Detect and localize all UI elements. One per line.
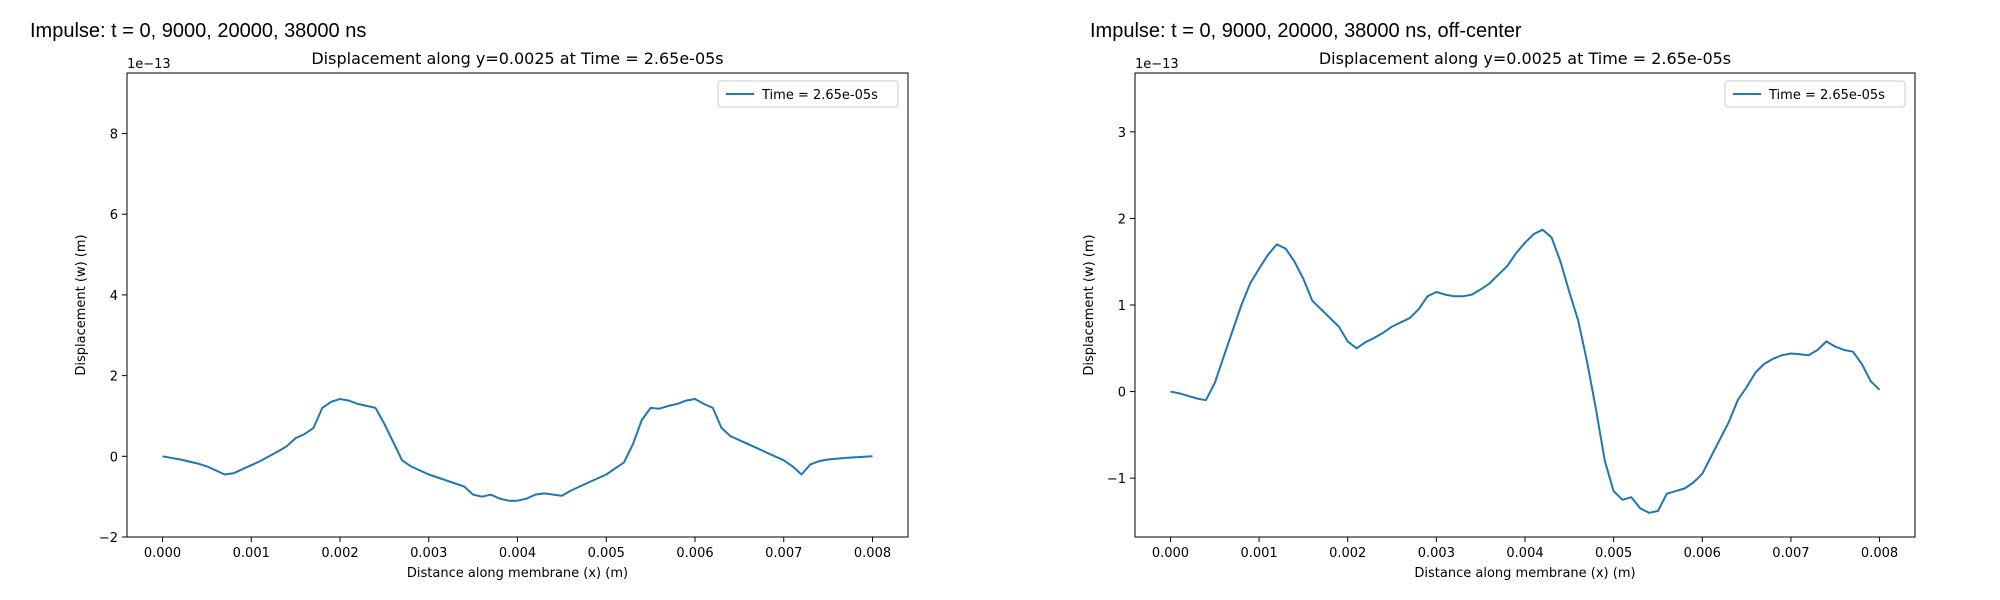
y-tick-label: 2 [1118,212,1126,227]
y-tick-label: 4 [110,289,118,304]
x-tick-label: 0.004 [499,546,536,561]
x-tick-label: 0.002 [321,546,358,561]
figure-suptitle: Impulse: t = 0, 9000, 20000, 38000 ns, o… [1090,20,1522,42]
series-line [162,398,873,502]
legend-label: Time = 2.65e-05s [761,88,878,103]
chart-right: 0.000 0.001 0.002 0.003 0.004 0.005 0.006 0.007… [1082,49,1916,581]
y-tick-label: −1 [1107,472,1126,487]
legend: Time = 2.65e-05s [1724,80,1906,108]
x-tick-label: 0.005 [588,546,625,561]
x-tick-label: 0.000 [1152,546,1189,561]
x-tick-label: 0.007 [1772,546,1809,561]
chart-left: 0.000 0.001 0.002 0.003 0.004 0.005 0.006 0.007… [74,49,909,581]
x-tick-label: 0.001 [1240,546,1277,561]
x-tick-label: 0.005 [1595,546,1632,561]
y-offset-label: 1e−13 [1135,57,1179,72]
figure-suptitle: Impulse: t = 0, 9000, 20000, 38000 ns [30,20,367,42]
y-tick-label: 0 [110,450,118,465]
x-tick-label: 0.004 [1506,546,1543,561]
chart-title: Displacement along y=0.0025 at Time = 2.… [1319,49,1731,68]
y-tick-label: 2 [110,370,118,385]
x-axis-label: Distance along membrane (x) (m) [407,566,628,581]
y-tick-label: 1 [1118,299,1126,314]
chart-title: Displacement along y=0.0025 at Time = 2.… [311,49,723,68]
y-tick-label: 8 [110,128,118,143]
x-tick-label: 0.000 [144,546,181,561]
y-axis-label: Displacement (w) (m) [74,234,89,375]
x-tick-label: 0.003 [410,546,447,561]
legend-box [717,80,899,108]
x-tick-label: 0.007 [765,546,802,561]
x-tick-label: 0.008 [854,546,891,561]
x-tick-label: 0.003 [1418,546,1455,561]
y-tick-label: −2 [99,531,118,546]
x-tick-label: 0.008 [1861,546,1898,561]
series-line [1170,228,1881,514]
x-tick-label: 0.006 [1684,546,1721,561]
x-tick-label: 0.001 [233,546,270,561]
y-axis-label: Displacement (w) (m) [1082,234,1097,375]
x-tick-label: 0.006 [676,546,713,561]
axes-frame [1134,72,1916,538]
y-tick-label: 0 [1118,386,1126,401]
y-tick-label: 3 [1118,126,1126,141]
legend-label: Time = 2.65e-05s [1768,88,1885,103]
x-tick-label: 0.002 [1329,546,1366,561]
legend-box [1724,80,1906,108]
y-tick-label: 6 [110,208,118,223]
y-offset-label: 1e−13 [127,57,171,72]
legend: Time = 2.65e-05s [717,80,899,108]
x-axis-label: Distance along membrane (x) (m) [1414,566,1635,581]
